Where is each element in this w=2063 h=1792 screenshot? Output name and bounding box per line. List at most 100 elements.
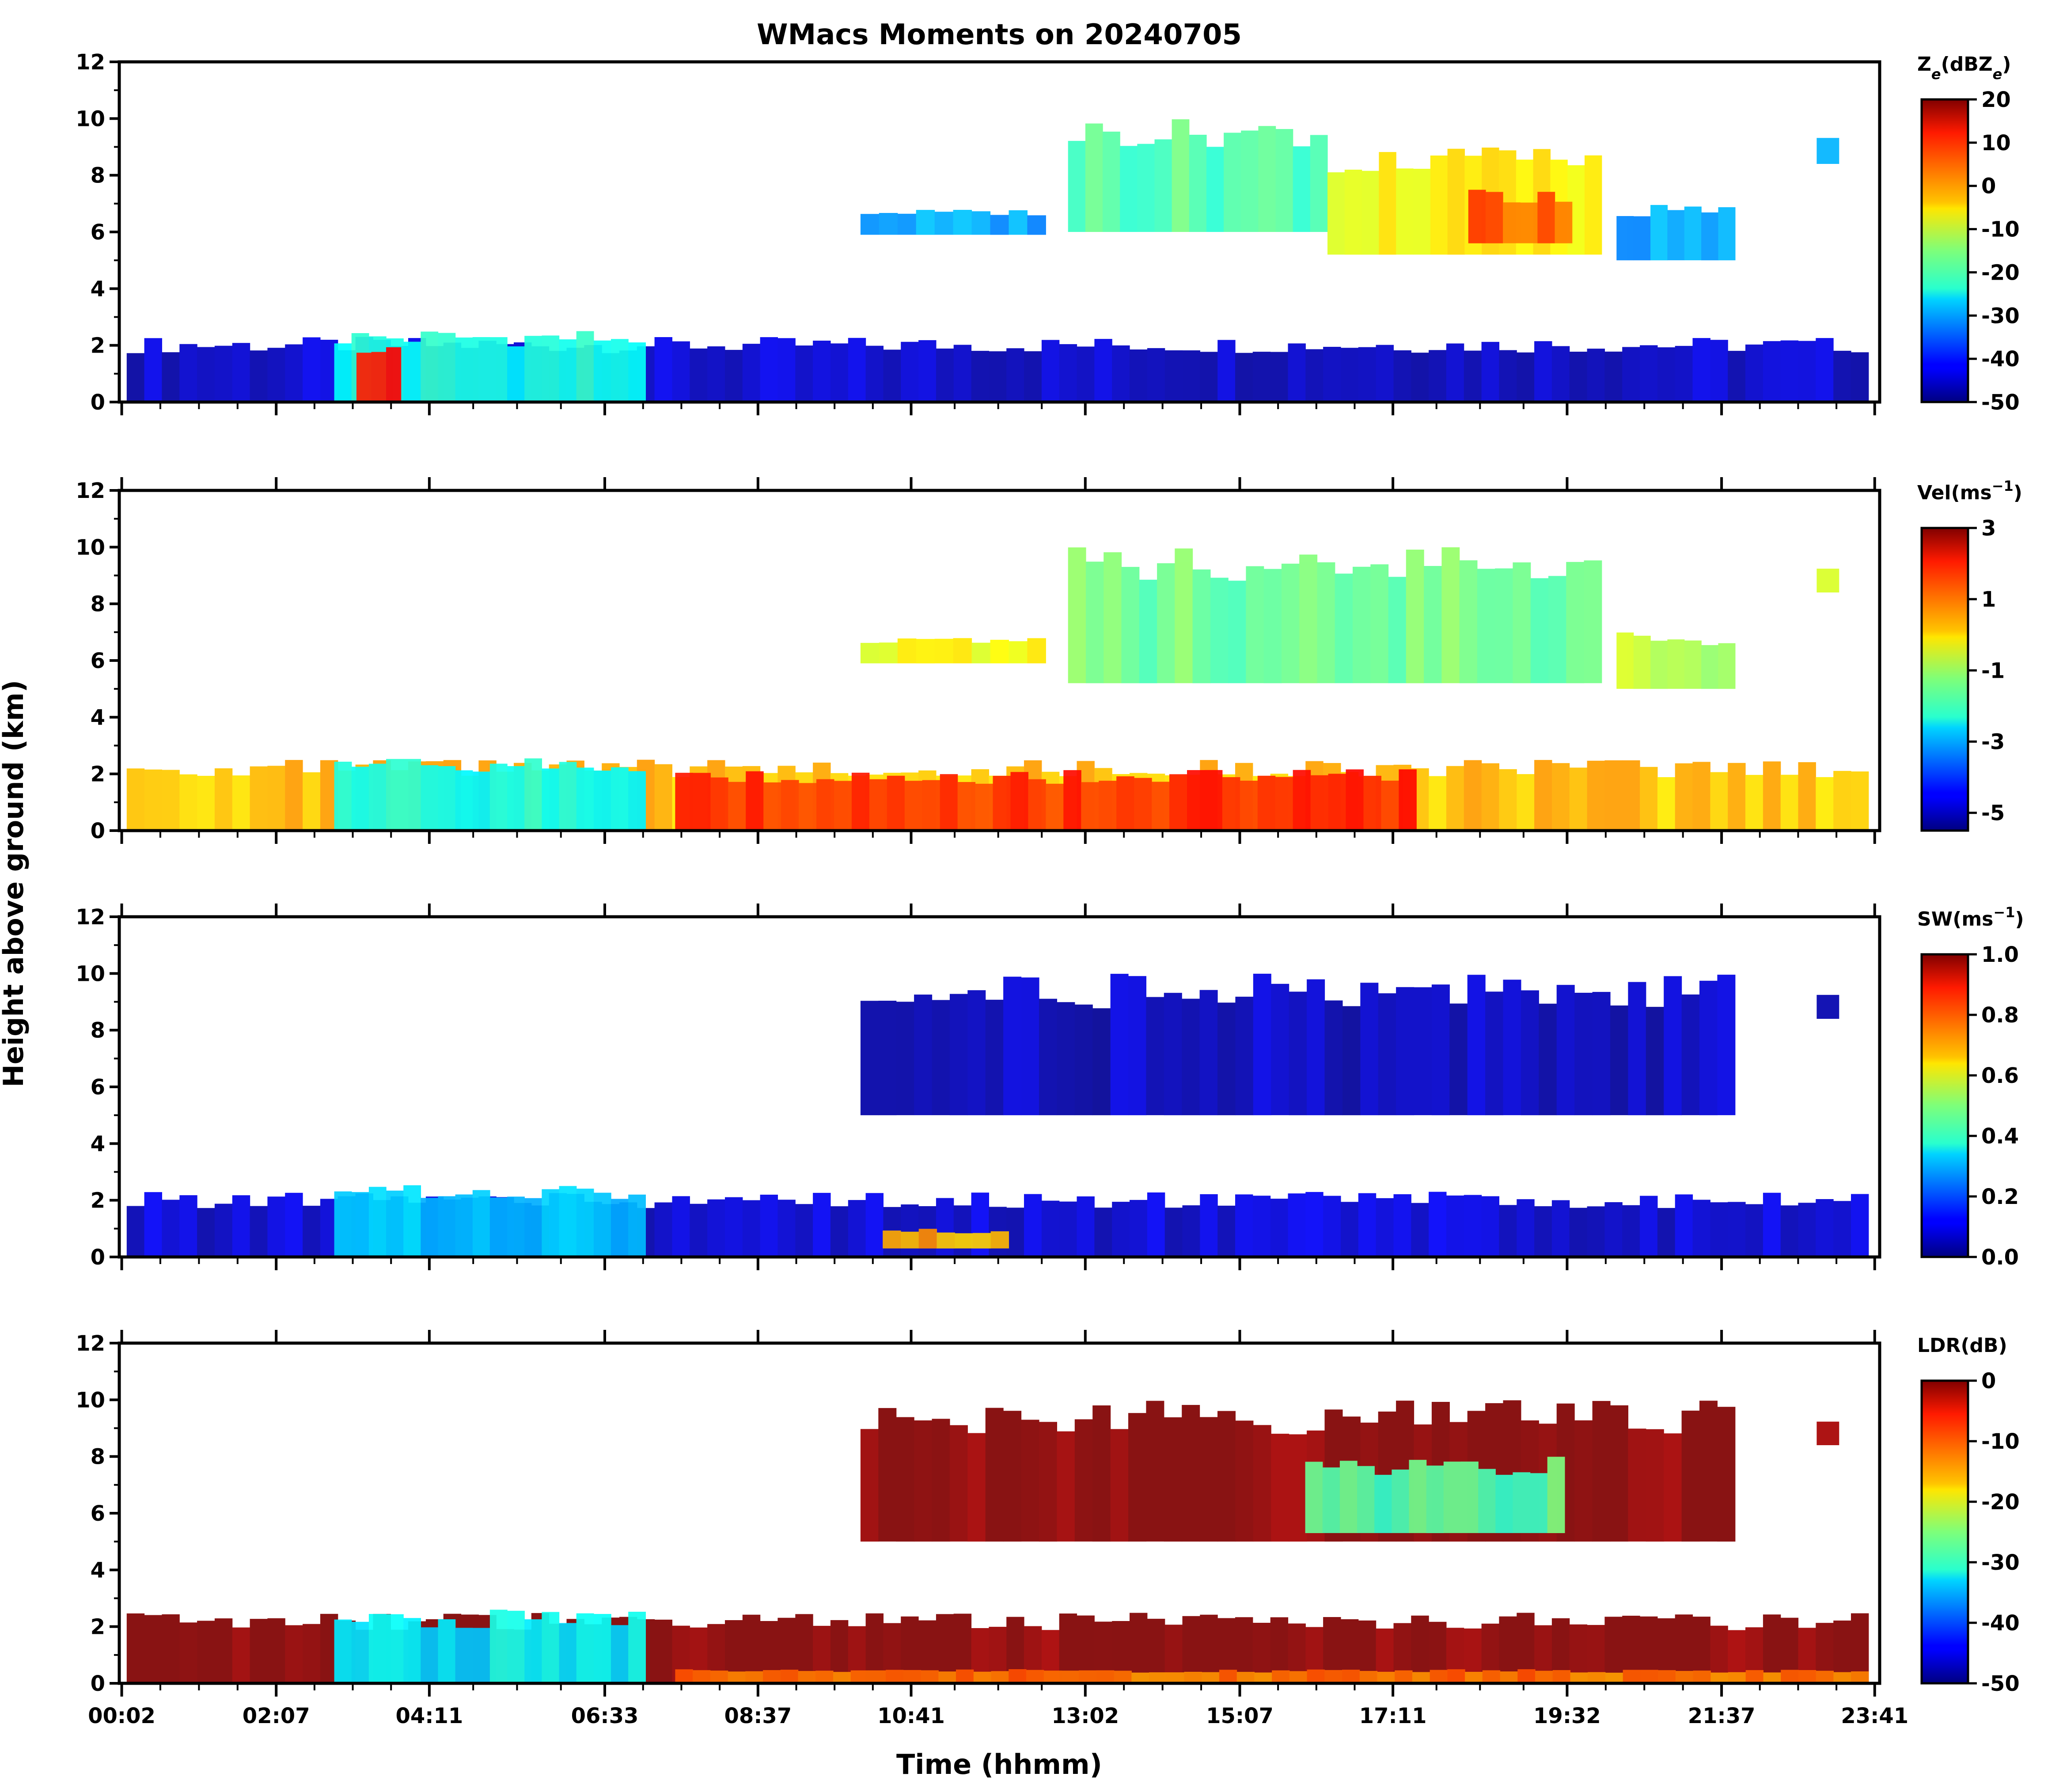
cell-spectrum_width-3-42 bbox=[1610, 1005, 1628, 1116]
cell-velocity-4-25 bbox=[1513, 562, 1531, 683]
colorbar-tick-label: 1.0 bbox=[1981, 942, 2019, 967]
cell-ldr-2-2 bbox=[368, 1614, 387, 1683]
cell-reflectivity-0-96 bbox=[1816, 338, 1834, 402]
y-tick-label: 12 bbox=[76, 478, 105, 503]
cell-reflectivity-0-31 bbox=[672, 341, 690, 402]
colorbar-tick-label: -40 bbox=[1981, 347, 2020, 372]
cell-velocity-2-2 bbox=[368, 763, 387, 831]
cell-reflectivity-4-10 bbox=[1241, 130, 1259, 232]
cell-ldr-1-56 bbox=[1658, 1670, 1676, 1683]
cell-spectrum_width-0-34 bbox=[725, 1197, 743, 1257]
y-tick-label: 2 bbox=[91, 762, 105, 787]
cell-spectrum_width-0-54 bbox=[1077, 1196, 1095, 1257]
cell-reflectivity-0-39 bbox=[813, 341, 831, 402]
cell-reflectivity-4-11 bbox=[1258, 126, 1276, 232]
cell-velocity-0-74 bbox=[1429, 776, 1447, 831]
cell-reflectivity-1-10 bbox=[507, 346, 525, 402]
cell-reflectivity-2-0 bbox=[356, 353, 372, 402]
cell-ldr-0-1 bbox=[144, 1615, 162, 1683]
cell-reflectivity-0-97 bbox=[1833, 350, 1851, 402]
cell-spectrum_width-0-44 bbox=[901, 1204, 919, 1257]
y-tick-label: 10 bbox=[76, 1388, 105, 1412]
cell-spectrum_width-3-33 bbox=[1449, 1003, 1468, 1116]
cell-spectrum_width-3-40 bbox=[1574, 993, 1593, 1116]
cell-reflectivity-7-2 bbox=[1650, 205, 1668, 261]
chart-title: WMacs Moments on 20240705 bbox=[757, 19, 1242, 51]
colorbar-tick-label: 0.2 bbox=[1981, 1185, 2019, 1209]
cell-velocity-4-21 bbox=[1441, 547, 1460, 683]
cell-ldr-1-22 bbox=[1061, 1671, 1079, 1683]
cell-velocity-4-15 bbox=[1335, 573, 1353, 683]
cell-ldr-3-7 bbox=[985, 1408, 1004, 1542]
cell-ldr-1-26 bbox=[1131, 1672, 1149, 1683]
cell-velocity-1-18 bbox=[993, 776, 1011, 831]
cell-reflectivity-0-6 bbox=[232, 343, 250, 402]
cell-spectrum_width-0-75 bbox=[1446, 1195, 1464, 1257]
cell-reflectivity-3-5 bbox=[953, 210, 972, 235]
cell-spectrum_width-0-39 bbox=[813, 1192, 831, 1257]
cell-spectrum_width-3-21 bbox=[1235, 996, 1254, 1116]
cell-reflectivity-0-88 bbox=[1675, 345, 1693, 402]
cell-reflectivity-5-2 bbox=[1361, 171, 1379, 255]
cell-ldr-2-17 bbox=[628, 1612, 646, 1683]
cell-velocity-1-32 bbox=[1240, 781, 1258, 831]
cell-ldr-1-46 bbox=[1482, 1670, 1501, 1683]
cell-reflectivity-6-1 bbox=[1485, 192, 1503, 243]
cell-ldr-4-12 bbox=[1513, 1472, 1531, 1533]
cell-velocity-2-17 bbox=[628, 771, 646, 831]
cell-spectrum_width-3-22 bbox=[1253, 973, 1271, 1116]
cell-reflectivity-1-16 bbox=[611, 339, 629, 402]
cell-ldr-1-51 bbox=[1570, 1672, 1588, 1683]
cell-reflectivity-0-8 bbox=[267, 348, 285, 402]
cell-spectrum_width-3-46 bbox=[1681, 994, 1700, 1116]
cell-ldr-3-47 bbox=[1699, 1401, 1718, 1542]
cell-ldr-3-19 bbox=[1199, 1417, 1218, 1542]
y-tick-label: 4 bbox=[91, 277, 105, 301]
cell-spectrum_width-0-83 bbox=[1587, 1206, 1605, 1257]
field-spectrum_width-4 bbox=[1817, 995, 1839, 1019]
cell-velocity-3-3 bbox=[916, 639, 935, 664]
cell-ldr-2-16 bbox=[611, 1625, 629, 1683]
cell-spectrum_width-0-50 bbox=[1006, 1207, 1024, 1257]
x-tick-label: 15:07 bbox=[1206, 1704, 1274, 1728]
cell-velocity-1-36 bbox=[1310, 775, 1329, 831]
cell-reflectivity-5-15 bbox=[1585, 155, 1602, 255]
cell-reflectivity-0-52 bbox=[1041, 340, 1060, 402]
field-ldr-1 bbox=[675, 1669, 1869, 1683]
cell-velocity-1-7 bbox=[799, 783, 817, 831]
cell-spectrum_width-3-47 bbox=[1699, 980, 1718, 1116]
cell-spectrum_width-3-28 bbox=[1360, 983, 1379, 1116]
cell-velocity-1-39 bbox=[1363, 775, 1381, 831]
cell-ldr-4-4 bbox=[1374, 1475, 1392, 1533]
cell-velocity-4-12 bbox=[1281, 563, 1300, 683]
cell-velocity-1-28 bbox=[1169, 774, 1187, 831]
x-tick-label: 21:37 bbox=[1688, 1704, 1756, 1728]
cell-spectrum_width-0-90 bbox=[1710, 1202, 1728, 1257]
cell-velocity-4-23 bbox=[1477, 569, 1495, 683]
y-tick-label: 8 bbox=[91, 592, 105, 617]
cell-ldr-3-18 bbox=[1182, 1405, 1200, 1542]
cell-velocity-3-5 bbox=[953, 638, 972, 664]
cell-velocity-0-30 bbox=[654, 764, 672, 831]
cell-spectrum_width-3-11 bbox=[1057, 1002, 1075, 1116]
cell-spectrum_width-3-34 bbox=[1467, 975, 1486, 1116]
cell-ldr-4-0 bbox=[1305, 1462, 1323, 1533]
cell-reflectivity-7-4 bbox=[1684, 206, 1702, 261]
cell-reflectivity-4-13 bbox=[1293, 146, 1311, 232]
cell-velocity-0-90 bbox=[1710, 772, 1728, 831]
cell-reflectivity-1-5 bbox=[421, 331, 439, 402]
cell-spectrum_width-0-36 bbox=[760, 1195, 778, 1257]
cell-spectrum_width-3-26 bbox=[1324, 1000, 1343, 1116]
x-tick-label: 02:07 bbox=[243, 1704, 310, 1728]
cell-spectrum_width-3-17 bbox=[1164, 993, 1182, 1116]
cell-velocity-1-29 bbox=[1187, 770, 1205, 831]
cell-velocity-0-5 bbox=[214, 768, 233, 831]
cell-velocity-1-34 bbox=[1275, 777, 1293, 831]
cell-spectrum_width-0-63 bbox=[1235, 1194, 1253, 1257]
cell-velocity-1-14 bbox=[922, 780, 940, 831]
cell-reflectivity-0-60 bbox=[1182, 350, 1200, 402]
cell-velocity-3-9 bbox=[1027, 638, 1046, 664]
colorbar-label-reflectivity: Ze(dBZe) bbox=[1917, 53, 2011, 83]
cell-velocity-1-16 bbox=[957, 782, 976, 831]
cell-ldr-2-3 bbox=[386, 1614, 404, 1683]
